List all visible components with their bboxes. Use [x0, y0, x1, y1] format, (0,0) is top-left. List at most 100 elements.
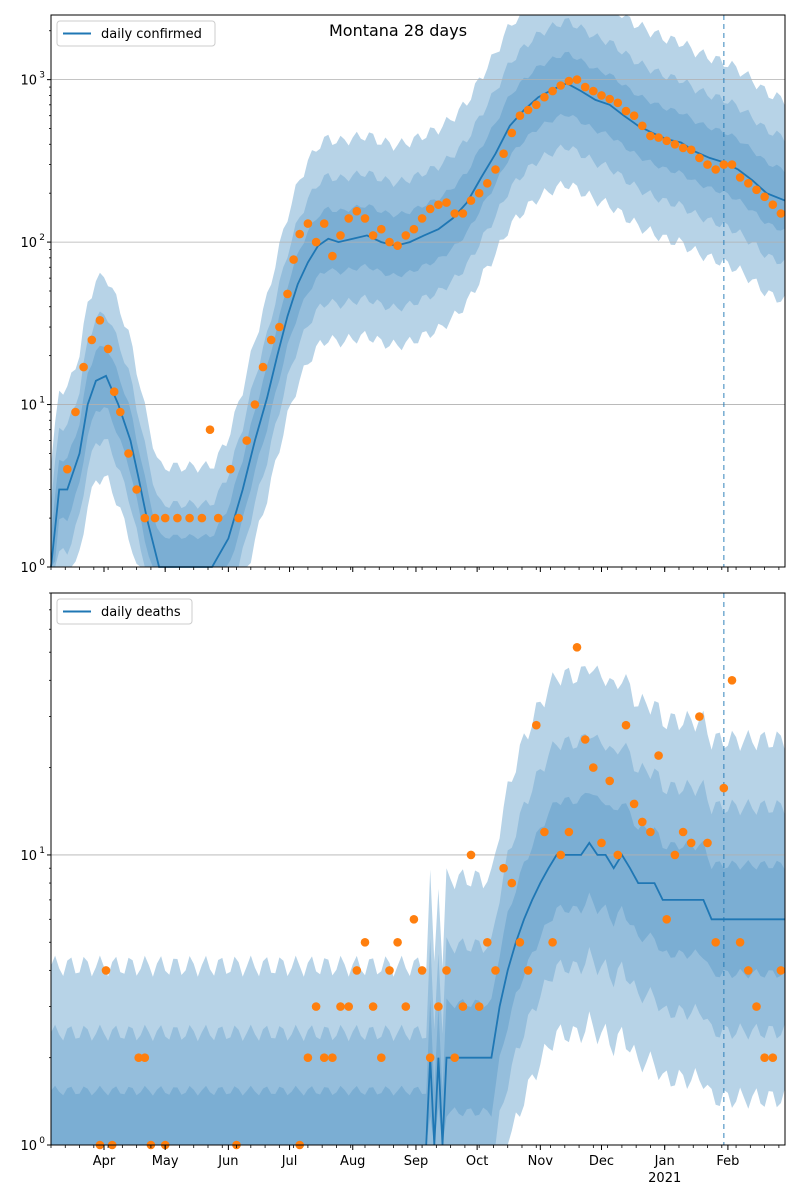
y-tick-label: 10: [20, 1139, 37, 1154]
data-point: [744, 966, 753, 975]
data-point: [134, 1053, 143, 1062]
data-point: [597, 838, 606, 848]
y-tick-label-exponent: 2: [39, 233, 45, 243]
data-point: [425, 1053, 435, 1062]
data-point: [401, 231, 411, 240]
data-point: [548, 938, 557, 947]
confirmed-legend: daily confirmed: [56, 20, 216, 47]
data-point: [695, 712, 704, 721]
data-point: [548, 86, 557, 96]
data-point: [385, 966, 394, 975]
data-point: [289, 255, 298, 264]
data-point: [532, 720, 541, 730]
data-point: [377, 1053, 386, 1062]
data-point: [368, 231, 378, 240]
data-point: [344, 214, 354, 223]
data-point: [352, 206, 362, 216]
data-point: [686, 838, 696, 848]
x-tick-label: May: [152, 1154, 179, 1169]
data-point: [226, 464, 235, 474]
data-point: [597, 91, 606, 100]
data-point: [303, 219, 313, 228]
data-point: [776, 966, 786, 975]
data-point: [654, 133, 663, 142]
data-point: [572, 643, 582, 652]
data-point: [523, 105, 533, 115]
data-point: [768, 200, 778, 209]
data-point: [409, 915, 419, 924]
y-tick-label: 10: [20, 236, 37, 251]
data-point: [695, 153, 704, 163]
data-point: [450, 209, 460, 218]
data-point: [556, 850, 565, 860]
data-point: [140, 513, 150, 523]
y-tick-label-exponent: 1: [39, 846, 45, 856]
data-point: [79, 362, 88, 372]
data-point: [336, 1002, 345, 1011]
data-point: [63, 464, 72, 474]
y-tick-label-exponent: 1: [39, 396, 45, 406]
deaths-x-axis: Apr May Jun Jul Aug Sep Oct Nov Dec Jan Feb: [50, 1145, 780, 1169]
data-point: [185, 513, 194, 523]
data-point: [103, 344, 113, 354]
data-point: [150, 513, 160, 523]
deaths-scatter-series: [95, 643, 786, 1150]
data-point: [205, 425, 215, 435]
data-point: [507, 128, 517, 138]
uncertainty-band-2: [51, 18, 785, 567]
data-point: [160, 513, 170, 523]
x-tick-label: Jan: [654, 1154, 675, 1169]
data-point: [491, 966, 500, 975]
data-point: [491, 165, 500, 174]
x-tick-label: Jun: [217, 1154, 238, 1169]
y-tick-label-exponent: 0: [39, 558, 45, 568]
data-point: [711, 165, 720, 174]
legend-label-deaths: daily deaths: [101, 605, 181, 620]
data-point: [417, 966, 427, 975]
data-point: [385, 237, 394, 247]
data-point: [417, 214, 427, 223]
data-point: [515, 938, 525, 947]
data-point: [319, 1053, 329, 1062]
data-point: [213, 513, 223, 523]
data-point: [409, 224, 419, 234]
confirmed-uncertainty-bands: [51, 15, 785, 567]
data-point: [654, 751, 663, 760]
data-point: [466, 196, 476, 205]
data-point: [328, 251, 337, 261]
data-point: [87, 335, 97, 345]
data-point: [250, 400, 260, 409]
data-point: [605, 94, 614, 104]
data-point: [532, 100, 541, 110]
deaths-line-series: [425, 841, 785, 1146]
data-point: [572, 75, 582, 84]
data-point: [564, 76, 574, 86]
confirmed-line-series: [50, 82, 786, 568]
data-point: [621, 106, 631, 116]
data-point: [678, 143, 688, 153]
data-point: [425, 204, 435, 214]
data-point: [197, 513, 207, 523]
legend-box: [56, 20, 216, 47]
confirmed-scatter-series: [63, 75, 786, 523]
data-point: [344, 1002, 354, 1011]
confirmed-gridlines: [51, 79, 785, 405]
data-point: [393, 938, 402, 947]
data-point: [719, 160, 729, 169]
chart-title: Montana 28 days: [329, 21, 467, 40]
data-point: [752, 1002, 761, 1011]
data-point: [735, 173, 745, 182]
data-point: [401, 1002, 411, 1011]
data-point: [368, 1002, 378, 1011]
data-point: [328, 1053, 337, 1062]
y-tick-label-exponent: 3: [39, 71, 45, 81]
data-point: [760, 192, 769, 202]
y-tick-label: 10: [20, 561, 37, 576]
data-point: [442, 198, 451, 207]
data-point: [499, 863, 508, 873]
data-point: [589, 763, 598, 772]
